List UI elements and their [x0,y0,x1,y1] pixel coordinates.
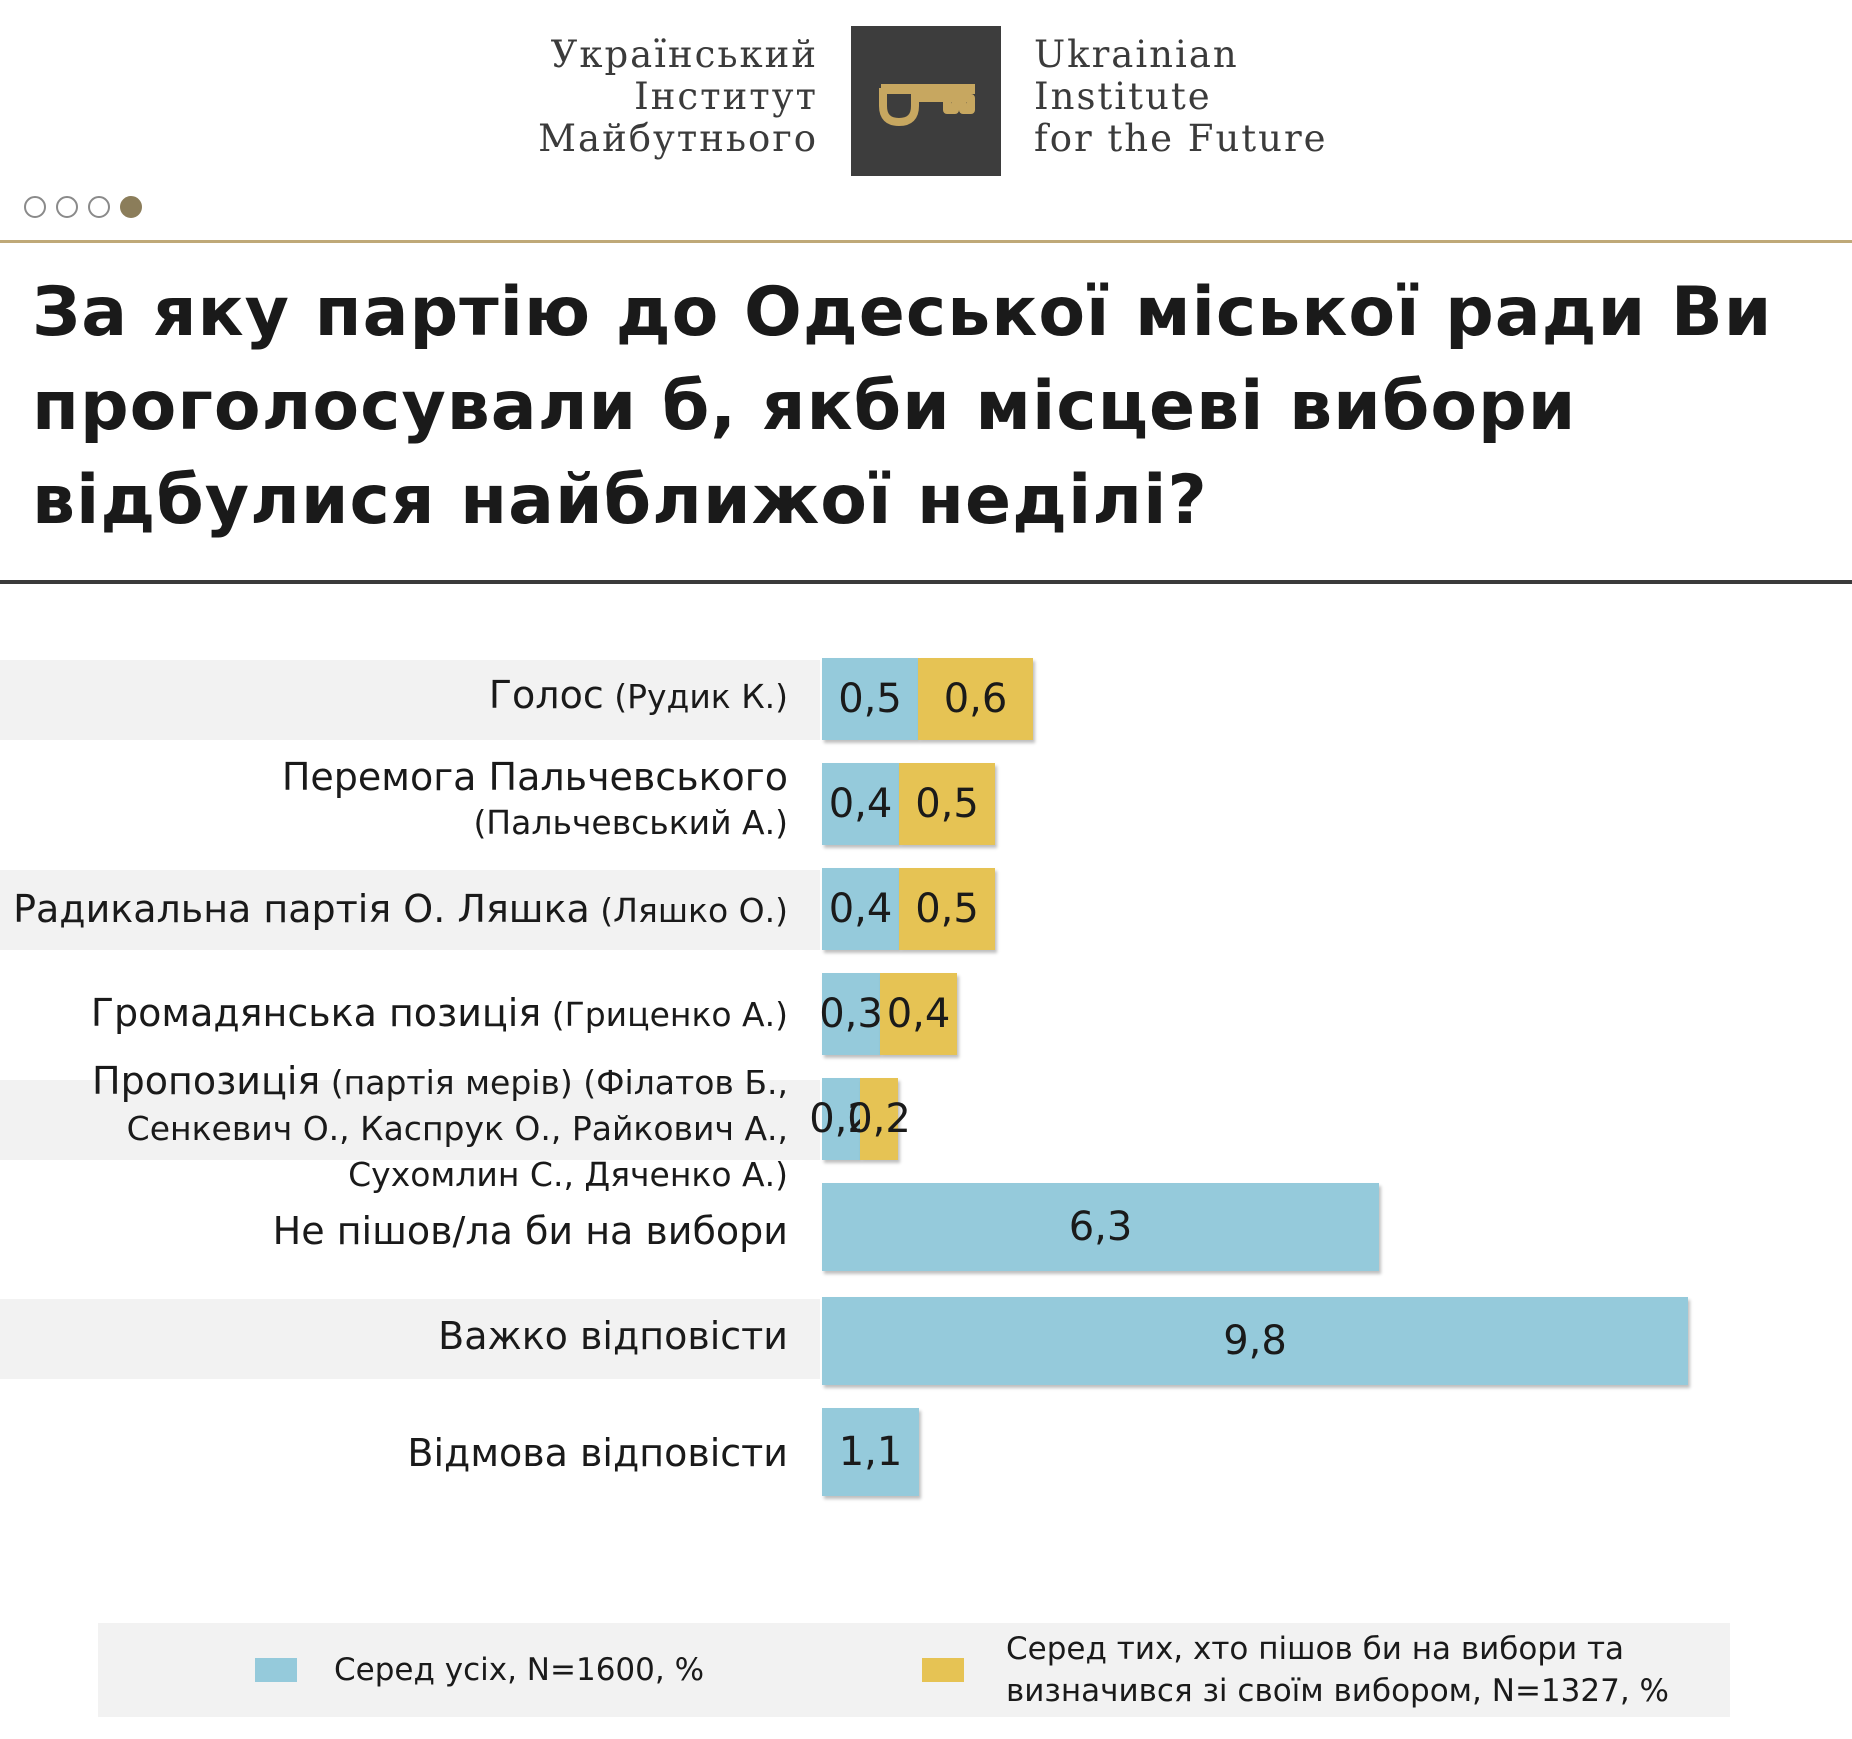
pager-dot-active[interactable] [120,196,142,218]
category-sub: (партія мерів) (Філатов Б., [320,1063,788,1102]
data-label: 0,4 [828,886,893,932]
chart-title: За яку партію до Одеської міської ради В… [32,273,1773,540]
row-band [0,1299,820,1379]
bar-series-1: 0,2 [847,1078,911,1160]
data-label: 0,4 [828,781,893,827]
data-label: 0,6 [943,676,1008,722]
logo-line: Інститут [634,75,818,118]
category-name: Пропозиція [92,1059,321,1103]
bar-series-0: 0,3 [819,973,883,1055]
logo-box [851,26,1001,176]
category-name: Не пішов/ла би на вибори [272,1209,788,1253]
row-band [0,870,820,950]
bar-series-0: 0,5 [822,658,918,740]
bar-series-0: 9,8 [822,1297,1688,1385]
bar-series-1: 0,5 [899,868,995,950]
bar-series-1: 0,5 [899,763,995,845]
data-label: 0,5 [915,781,979,827]
category-label-line: Сенкевич О., Каспрук О., Райкович А., [126,1109,788,1148]
slide-pager [24,196,142,218]
pager-dot[interactable] [88,196,110,218]
bar-series-1: 0,6 [918,658,1033,740]
category-name: Голос [488,673,604,717]
category-label: Важко відповісти [438,1313,788,1359]
row-band [0,660,820,740]
data-label: 0,3 [819,991,883,1037]
bar-series-0: 6,3 [822,1183,1379,1271]
category-sub: (Гриценко А.) [541,995,788,1034]
category-name: Перемога Пальчевського [281,755,788,799]
category-name: Громадянська позиція [90,991,542,1035]
category-label: Не пішов/ла би на вибори [273,1208,788,1254]
logo-text-ukrainian: Український Інститут Майбутнього [538,34,818,160]
data-label: 6,3 [1068,1204,1133,1250]
legend-swatch-series-0 [255,1658,297,1682]
category-name: Радикальна партія О. Ляшка [13,887,590,931]
title-divider [0,580,1852,584]
legend: Серед усіх, N=1600, % Серед тих, хто піш… [98,1623,1730,1717]
legend-label-series-0: Серед усіх, N=1600, % [334,1652,705,1688]
row-band [0,1080,820,1160]
logo-line: Ukrainian [1034,33,1239,76]
logo-line: for the Future [1034,117,1328,160]
logo-line: Майбутнього [538,117,818,160]
category-label: Відмова відповісти [407,1430,788,1476]
category-label-line: Сухомлин С., Дяченко А.) [348,1155,788,1194]
category-label: Пропозиція (партія мерів) (Філатов Б., Се… [92,1058,788,1198]
data-label: 1,1 [838,1429,903,1475]
data-label: 0,4 [886,991,951,1037]
category-label-line: Пропозиція (партія мерів) (Філатов Б., [92,1058,788,1106]
data-label: 0,2 [847,1096,911,1142]
category-label: Голос (Рудик К.) [489,672,788,720]
data-label: 9,8 [1223,1318,1287,1364]
logo-text-english: Ukrainian Institute for the Future [1034,34,1328,160]
category-sub: (Ляшко О.) [589,891,788,930]
category-name: Важко відповісти [438,1314,788,1358]
category-name: Відмова відповісти [407,1431,788,1475]
bar-series-0: 0,4 [822,763,899,845]
category-label: Перемога Пальчевського (Пальчевський А.) [282,754,788,846]
data-label: 0,5 [915,886,979,932]
bar-series-0: 1,1 [822,1408,919,1496]
legend-label-series-1: Серед тих, хто пішов би на вибори та виз… [1006,1631,1669,1709]
category-sub: (Пальчевський А.) [473,803,788,842]
pager-dot[interactable] [24,196,46,218]
legend-swatch-series-1 [922,1658,964,1682]
bar-series-0: 0,4 [822,868,899,950]
logo-line: Український [550,33,818,76]
bar-series-1: 0,4 [880,973,957,1055]
category-label: Радикальна партія О. Ляшка (Ляшко О.) [13,886,788,934]
data-label: 0,5 [838,676,902,722]
key-icon [879,84,975,126]
logo-line: Institute [1034,75,1212,118]
header-divider [0,240,1852,243]
category-label: Громадянська позиція (Гриценко А.) [91,990,788,1038]
category-sub: (Рудик К.) [603,677,788,716]
pager-dot[interactable] [56,196,78,218]
